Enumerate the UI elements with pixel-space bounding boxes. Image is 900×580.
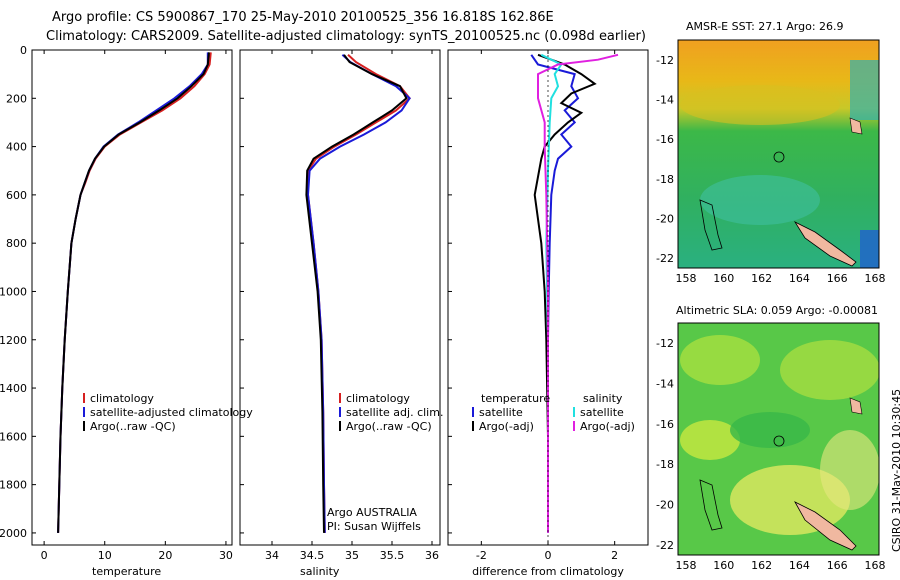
y-tick-label: 2000 (0, 527, 27, 540)
legend-diff-sal-label: Argo(-adj) (580, 420, 635, 433)
timestamp-stamp: CSIRO 31-May-2010 10:30:45 (890, 388, 900, 552)
x-tick-label: 35 (345, 549, 359, 562)
series-line-argo (305, 54, 408, 533)
map-x-tick-label: 160 (713, 559, 734, 572)
sla-map-title: Altimetric SLA: 0.059 Argo: -0.00081 (676, 304, 878, 317)
x-tick-label: 2 (611, 549, 618, 562)
credit-line2: PI: Susan Wijffels (327, 520, 421, 533)
x-tick-label: 0 (545, 549, 552, 562)
map-y-tick-label: -12 (656, 337, 674, 350)
map-x-tick-label: 164 (789, 559, 810, 572)
map-y-tick-label: -18 (656, 173, 674, 186)
map-y-tick-label: -16 (656, 418, 674, 431)
map-x-tick-label: 158 (676, 559, 697, 572)
legend-diff-sal-label: satellite (580, 406, 624, 419)
y-tick-label: 1600 (0, 430, 27, 443)
map-y-tick-label: -20 (656, 212, 674, 225)
map-y-tick-label: -12 (656, 54, 674, 67)
sst-map-image (678, 40, 879, 268)
y-tick-label: 1000 (0, 285, 27, 298)
legend-salinity-label: climatology (346, 392, 410, 405)
map-x-tick-label: 158 (676, 272, 697, 285)
x-axis-label: temperature (92, 565, 161, 578)
x-tick-label: 34 (265, 549, 279, 562)
series-line-temperature-satellite (530, 54, 580, 533)
y-tick-label: 1400 (0, 382, 27, 395)
map-y-tick-label: -22 (656, 252, 674, 265)
map-x-tick-label: 168 (865, 272, 886, 285)
legend-diff-temp-label: Argo(-adj) (479, 420, 534, 433)
y-tick-label: 400 (6, 141, 27, 154)
page-title-line1: Argo profile: CS 5900867_170 25-May-2010… (52, 10, 554, 25)
y-tick-label: 600 (6, 189, 27, 202)
map-x-tick-label: 166 (827, 272, 848, 285)
map-y-tick-label: -16 (656, 133, 674, 146)
legend-temperature-label: Argo(..raw -QC) (90, 420, 176, 433)
map-y-tick-label: -14 (656, 94, 674, 107)
map-y-tick-label: -14 (656, 377, 674, 390)
map-x-tick-label: 164 (789, 272, 810, 285)
map-x-tick-label: 160 (713, 272, 734, 285)
x-tick-label: 20 (158, 549, 172, 562)
map-y-tick-label: -22 (656, 539, 674, 552)
legend-diff-temp-header: temperature (481, 392, 550, 405)
x-tick-label: 0 (41, 549, 48, 562)
legend-salinity-label: satellite adj. clim. (346, 406, 443, 419)
legend-temperature-label: satellite-adjusted climatology (90, 406, 253, 419)
series-line-argo (57, 52, 210, 533)
series-line-satellite (57, 52, 209, 533)
sst-map-title: AMSR-E SST: 27.1 Argo: 26.9 (686, 20, 844, 33)
series-line-temperature-argo (533, 53, 597, 533)
y-tick-label: 200 (6, 92, 27, 105)
x-tick-label: 34.5 (300, 549, 325, 562)
x-tick-label: 10 (98, 549, 112, 562)
y-tick-label: 1200 (0, 334, 27, 347)
x-axis-label: difference from climatology (472, 565, 624, 578)
page-title-line2: Climatology: CARS2009. Satellite-adjuste… (46, 29, 646, 44)
y-tick-label: 0 (20, 44, 27, 57)
legend-diff-sal-header: salinity (583, 392, 623, 405)
legend-diff-temp-label: satellite (479, 406, 523, 419)
x-tick-label: -2 (476, 549, 487, 562)
map-x-tick-label: 166 (827, 559, 848, 572)
map-y-tick-label: -18 (656, 458, 674, 471)
map-y-tick-label: -20 (656, 499, 674, 512)
map-x-tick-label: 162 (751, 559, 772, 572)
legend-temperature-label: climatology (90, 392, 154, 405)
x-tick-label: 30 (219, 549, 233, 562)
y-tick-label: 800 (6, 237, 27, 250)
x-tick-label: 35.5 (380, 549, 405, 562)
y-tick-label: 1800 (0, 479, 27, 492)
panel-frame-salinity (239, 49, 441, 546)
credit-line1: Argo AUSTRALIA (327, 506, 417, 519)
sla-map-image (678, 323, 879, 555)
legend-salinity-label: Argo(..raw -QC) (346, 420, 432, 433)
panel-frame-temperature (31, 49, 233, 546)
x-tick-label: 36 (425, 549, 439, 562)
map-x-tick-label: 168 (865, 559, 886, 572)
map-x-tick-label: 162 (751, 272, 772, 285)
x-axis-label: salinity (300, 565, 340, 578)
